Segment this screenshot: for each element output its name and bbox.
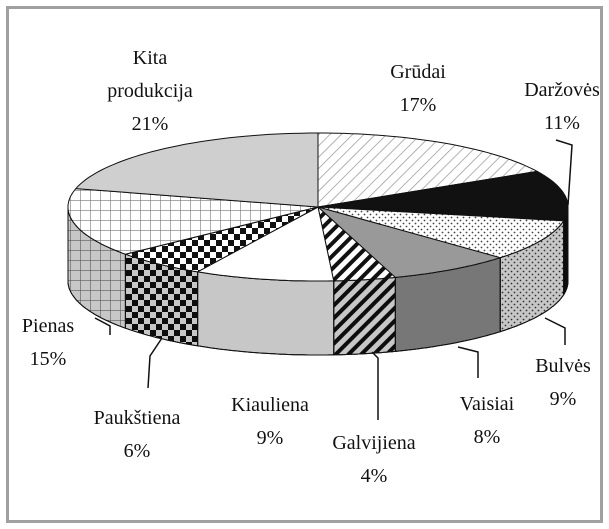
value-label: 9% [549,388,577,410]
value-label: 11% [544,112,580,134]
slice-label: Bulvės 9% [535,350,591,416]
category-name: Daržovės [524,79,600,101]
leader-line [94,317,111,335]
slice-label: Daržovės 11% [524,74,600,140]
category-name: Kita produkcija [107,47,193,102]
value-label: 6% [123,440,151,462]
value-label: 15% [29,348,67,370]
category-name: Bulvės [535,355,591,377]
category-name: Galvijiena [332,432,416,454]
slice [317,206,565,259]
leader-lines [94,139,573,420]
category-name: Vaisiai [459,393,515,415]
slice-side-shade [197,271,335,356]
value-label: 21% [131,113,169,135]
slice [196,206,335,282]
value-label: 17% [399,94,437,116]
slice-label: Grūdai 17% [390,56,446,122]
slice-label: Galvijiena 4% [332,427,415,493]
leader-line [544,317,566,345]
value-label: 4% [360,465,388,487]
slice [74,132,319,208]
slice [317,132,539,208]
slice [67,188,319,255]
pie-sides [67,207,569,356]
slice-label: Pienas 15% [22,310,74,376]
leader-line [457,346,479,378]
pie-tops [67,132,569,282]
frame [6,6,603,523]
leader-line [371,351,379,420]
slice-label: Kiauliena 9% [231,389,309,455]
leader-line [555,139,573,206]
slice-label: Paukštiena 6% [94,402,181,468]
category-name: Paukštiena [93,407,181,429]
slice-label: Vaisiai 8% [460,388,514,454]
slice [123,206,319,273]
slice [317,170,569,222]
slice-side-shade [333,276,396,356]
category-name: Pienas [21,315,75,337]
leader-line [147,337,163,389]
value-label: 8% [473,426,501,448]
category-name: Grūdai [390,61,446,83]
category-name: Kiauliena [231,394,309,416]
slice [317,206,503,278]
value-label: 9% [256,427,284,449]
slice [317,205,397,282]
slice-label: Kita produkcija 21% [95,42,205,141]
